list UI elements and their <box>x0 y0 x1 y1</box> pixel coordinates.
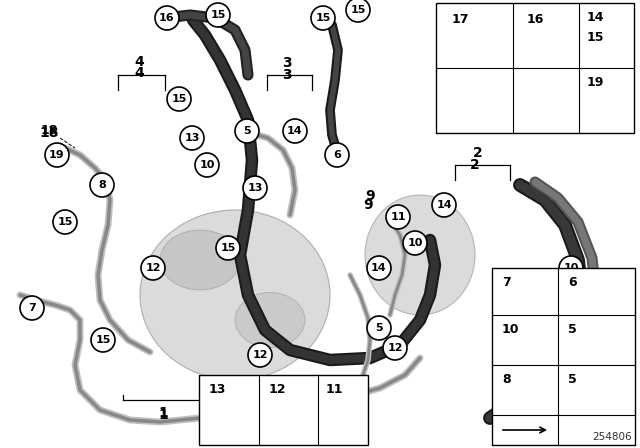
Text: 19: 19 <box>49 150 65 160</box>
Text: 1: 1 <box>158 408 168 422</box>
Text: 11: 11 <box>326 383 344 396</box>
Circle shape <box>248 343 272 367</box>
Circle shape <box>195 153 219 177</box>
Text: 6: 6 <box>568 276 577 289</box>
Circle shape <box>53 210 77 234</box>
Bar <box>199 375 368 445</box>
Text: 10: 10 <box>199 160 214 170</box>
Circle shape <box>346 0 370 22</box>
Text: 14: 14 <box>436 200 452 210</box>
Text: 5: 5 <box>568 373 577 386</box>
Text: 15: 15 <box>211 10 226 20</box>
Text: 5: 5 <box>375 323 383 333</box>
Text: 14: 14 <box>287 126 303 136</box>
Text: 15: 15 <box>172 94 187 104</box>
Text: 16: 16 <box>527 13 545 26</box>
Text: 10: 10 <box>407 238 422 248</box>
Circle shape <box>432 193 456 217</box>
Text: 14: 14 <box>371 263 387 273</box>
Text: 1: 1 <box>158 406 168 420</box>
Text: 12: 12 <box>387 343 403 353</box>
Text: 13: 13 <box>209 383 227 396</box>
Text: 17: 17 <box>452 13 470 26</box>
Text: 11: 11 <box>390 212 406 222</box>
Bar <box>436 3 634 133</box>
Text: 7: 7 <box>502 276 511 289</box>
Text: 3: 3 <box>282 56 292 70</box>
Text: 12: 12 <box>145 263 161 273</box>
Ellipse shape <box>365 195 475 315</box>
Circle shape <box>167 87 191 111</box>
Text: 15: 15 <box>58 217 73 227</box>
Text: 10: 10 <box>563 263 579 273</box>
Text: 2: 2 <box>470 158 480 172</box>
Circle shape <box>235 119 259 143</box>
Circle shape <box>325 143 349 167</box>
Text: 9: 9 <box>363 198 373 212</box>
Text: 3: 3 <box>282 68 292 82</box>
Ellipse shape <box>235 293 305 348</box>
Text: 10: 10 <box>502 323 520 336</box>
Text: 4: 4 <box>134 55 144 69</box>
Text: 15: 15 <box>95 335 111 345</box>
Text: 19: 19 <box>587 76 604 89</box>
Circle shape <box>20 296 44 320</box>
Bar <box>492 268 635 445</box>
Text: 6: 6 <box>333 150 341 160</box>
Text: 12: 12 <box>269 383 287 396</box>
Circle shape <box>180 126 204 150</box>
Text: 7: 7 <box>28 303 36 313</box>
Text: 2: 2 <box>473 146 483 160</box>
Circle shape <box>367 256 391 280</box>
Text: 16: 16 <box>159 13 175 23</box>
Circle shape <box>367 316 391 340</box>
Circle shape <box>45 143 69 167</box>
Text: 15: 15 <box>220 243 236 253</box>
Text: 9: 9 <box>365 189 375 203</box>
Text: 4: 4 <box>134 66 144 80</box>
Text: 15: 15 <box>316 13 331 23</box>
Text: 8: 8 <box>502 373 511 386</box>
Text: 15: 15 <box>350 5 365 15</box>
Text: 254806: 254806 <box>593 432 632 442</box>
Ellipse shape <box>140 210 330 380</box>
Text: 13: 13 <box>184 133 200 143</box>
Circle shape <box>206 3 230 27</box>
Text: 18: 18 <box>40 124 58 137</box>
Circle shape <box>243 176 267 200</box>
Text: 5: 5 <box>568 323 577 336</box>
Text: 12: 12 <box>252 350 268 360</box>
Ellipse shape <box>160 230 240 290</box>
Circle shape <box>155 6 179 30</box>
Text: 15: 15 <box>587 31 605 44</box>
Text: 14: 14 <box>587 11 605 24</box>
Circle shape <box>383 336 407 360</box>
Circle shape <box>216 236 240 260</box>
Text: 18: 18 <box>39 126 59 140</box>
Text: 13: 13 <box>247 183 262 193</box>
Circle shape <box>403 231 427 255</box>
Circle shape <box>283 119 307 143</box>
Circle shape <box>311 6 335 30</box>
Circle shape <box>90 173 114 197</box>
Circle shape <box>386 205 410 229</box>
Text: 5: 5 <box>243 126 251 136</box>
Circle shape <box>559 256 583 280</box>
Text: 8: 8 <box>98 180 106 190</box>
Circle shape <box>141 256 165 280</box>
Circle shape <box>91 328 115 352</box>
